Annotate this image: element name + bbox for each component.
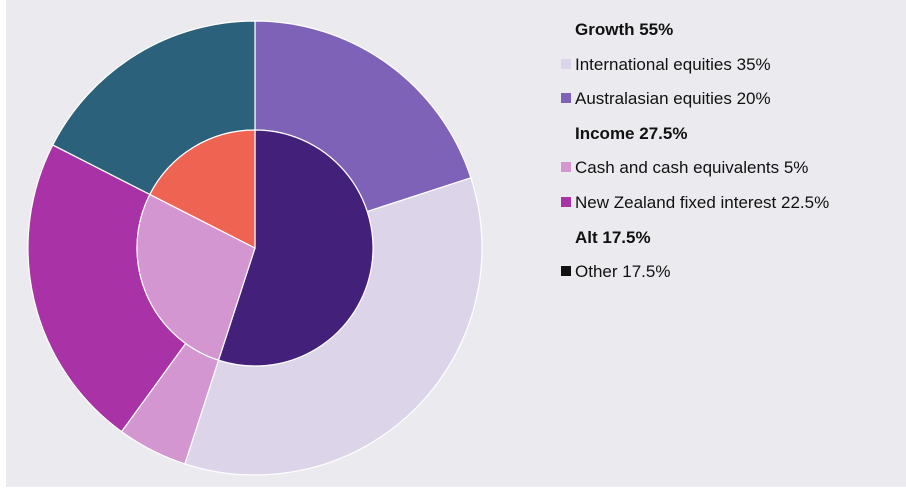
legend-label: Cash and cash equivalents 5% bbox=[575, 158, 809, 178]
chart-panel: Growth 55% International equities 35% Au… bbox=[6, 0, 906, 487]
legend: Growth 55% International equities 35% Au… bbox=[561, 18, 829, 295]
legend-marker bbox=[561, 93, 571, 104]
legend-group: Growth 55% bbox=[575, 20, 674, 39]
legend-label: Other 17.5% bbox=[575, 262, 671, 282]
inner-slice bbox=[136, 193, 256, 361]
legend-group: Alt 17.5% bbox=[575, 227, 651, 247]
legend-marker bbox=[561, 266, 571, 277]
legend-item: Australasian equities 20% bbox=[561, 87, 829, 122]
legend-item: New Zealand fixed interest 22.5% bbox=[561, 191, 829, 226]
legend-item: Cash and cash equivalents 5% bbox=[561, 156, 829, 191]
legend-group: Income 27.5% bbox=[575, 123, 688, 143]
inner-slice bbox=[149, 129, 256, 249]
legend-label: International equities 35% bbox=[575, 54, 771, 74]
legend-marker bbox=[561, 162, 571, 173]
inner-slice bbox=[217, 129, 374, 367]
legend-label: Australasian equities 20% bbox=[575, 89, 771, 109]
legend-item: Other 17.5% bbox=[561, 260, 829, 295]
legend-label: New Zealand fixed interest 22.5% bbox=[575, 192, 830, 212]
legend-marker bbox=[561, 58, 571, 69]
legend-marker bbox=[561, 196, 571, 207]
legend-item: International equities 35% bbox=[561, 53, 829, 88]
pie-chart bbox=[27, 20, 483, 476]
